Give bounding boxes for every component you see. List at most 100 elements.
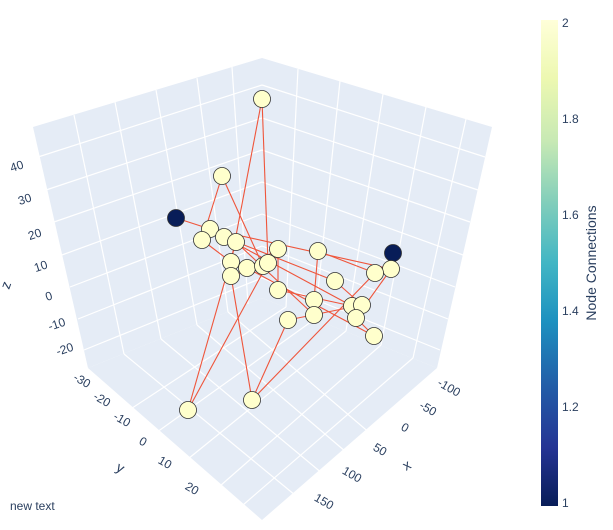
x-tick-label: -100: [435, 375, 463, 399]
colorbar: 2 1.8 1.6 1.4 1.2 1 Node Connections: [541, 16, 599, 510]
node-marker[interactable]: [269, 281, 287, 299]
grid-line: [261, 117, 479, 191]
z-axis-ticks: 40 30 20 10 0 -10 -20: [8, 157, 75, 358]
grid-line: [123, 353, 302, 501]
colorbar-tick-label: 1.4: [562, 304, 579, 318]
y-axis-title: y: [114, 459, 128, 476]
grid-line: [261, 181, 464, 256]
edge-line: [230, 275, 253, 401]
node-marker[interactable]: [193, 231, 211, 249]
colorbar-title: Node Connections: [583, 205, 599, 320]
node-marker[interactable]: [366, 264, 384, 282]
grid-line: [53, 149, 263, 223]
z-tick-label: -10: [46, 315, 67, 334]
edge-line: [223, 236, 353, 307]
node-marker[interactable]: [326, 272, 344, 290]
node-marker[interactable]: [269, 240, 287, 258]
grid-line: [261, 149, 471, 223]
edge-line: [187, 262, 269, 411]
nodes[interactable]: [167, 90, 402, 419]
z-tick-label: 10: [32, 257, 49, 275]
grid-line: [182, 330, 347, 464]
colorbar-tick-label: 2: [562, 16, 569, 30]
node-marker[interactable]: [243, 391, 261, 409]
floor: [88, 298, 437, 520]
grid-line: [380, 106, 427, 346]
y-tick-label: -10: [111, 409, 133, 430]
grid-line: [73, 114, 125, 355]
grid-line: [242, 357, 414, 506]
colorbar-ticks: 2 1.8 1.6 1.4 1.2 1: [562, 16, 579, 510]
edge-line: [251, 319, 289, 401]
edge-line: [221, 175, 264, 267]
y-tick-label: -20: [91, 389, 113, 410]
x-tick-label: 50: [371, 440, 390, 459]
node-marker[interactable]: [222, 267, 240, 285]
z-tick-label: 20: [26, 225, 43, 243]
grid-line: [114, 101, 162, 340]
grid-lines: [37, 66, 486, 506]
colorbar-tick-label: 1.8: [562, 112, 579, 126]
node-marker[interactable]: [305, 306, 323, 324]
node-marker[interactable]: [384, 244, 402, 262]
z-tick-label: -20: [54, 340, 75, 359]
z-tick-label: 40: [8, 157, 25, 175]
grid-line: [219, 344, 382, 487]
edge-line: [235, 241, 315, 316]
grid-line: [155, 89, 198, 326]
x-tick-label: -50: [417, 398, 439, 419]
colorbar-tick-label: 1: [562, 496, 569, 510]
grid-line: [227, 311, 393, 453]
z-axis-title: z: [0, 279, 14, 291]
edge-line: [317, 250, 376, 274]
node-marker[interactable]: [309, 242, 327, 260]
node-marker[interactable]: [279, 311, 297, 329]
node-marker[interactable]: [227, 233, 245, 251]
z-tick-label: 30: [16, 190, 33, 208]
grid-line: [345, 93, 384, 332]
grid-line: [37, 84, 263, 158]
y-tick-label: -30: [71, 370, 93, 391]
grid-line: [69, 213, 263, 288]
grid-line: [113, 306, 287, 421]
x-axis-title: x: [400, 456, 414, 473]
colorbar-tick-label: 1.2: [562, 400, 579, 414]
node-marker[interactable]: [305, 291, 323, 309]
grid-line: [314, 80, 341, 320]
edge-line: [251, 272, 376, 401]
node-marker[interactable]: [238, 259, 256, 277]
colorbar-tick-label: 1.6: [562, 208, 579, 222]
y-tick-label: 20: [183, 479, 202, 498]
annotation-text: new text: [10, 499, 55, 513]
grid-line: [261, 84, 486, 158]
node-marker[interactable]: [213, 167, 231, 185]
grid-line: [145, 318, 316, 441]
x-tick-label: 0: [399, 420, 412, 436]
grid-line: [412, 118, 467, 359]
node-marker[interactable]: [382, 260, 400, 278]
x-tick-label: 100: [340, 463, 365, 485]
grid-line: [83, 277, 263, 351]
node-marker[interactable]: [365, 327, 383, 345]
node-marker[interactable]: [253, 90, 271, 108]
y-tick-label: 10: [156, 453, 175, 472]
grid-line: [261, 213, 456, 288]
grid-line: [285, 68, 299, 308]
right-wall: [262, 58, 492, 368]
grid-line: [160, 338, 336, 485]
grid-line: [45, 117, 263, 191]
colorbar-gradient: [541, 20, 558, 506]
y-tick-label: 0: [137, 434, 150, 450]
grid-line: [61, 181, 263, 256]
grid-line: [261, 245, 449, 320]
node-marker[interactable]: [259, 254, 277, 272]
node-marker[interactable]: [347, 309, 365, 327]
node-marker[interactable]: [167, 209, 185, 227]
x-tick-label: 150: [312, 490, 337, 512]
grid-line: [196, 324, 367, 470]
node-marker[interactable]: [179, 401, 197, 419]
z-tick-label: 0: [43, 288, 54, 303]
edge-line: [261, 98, 269, 264]
